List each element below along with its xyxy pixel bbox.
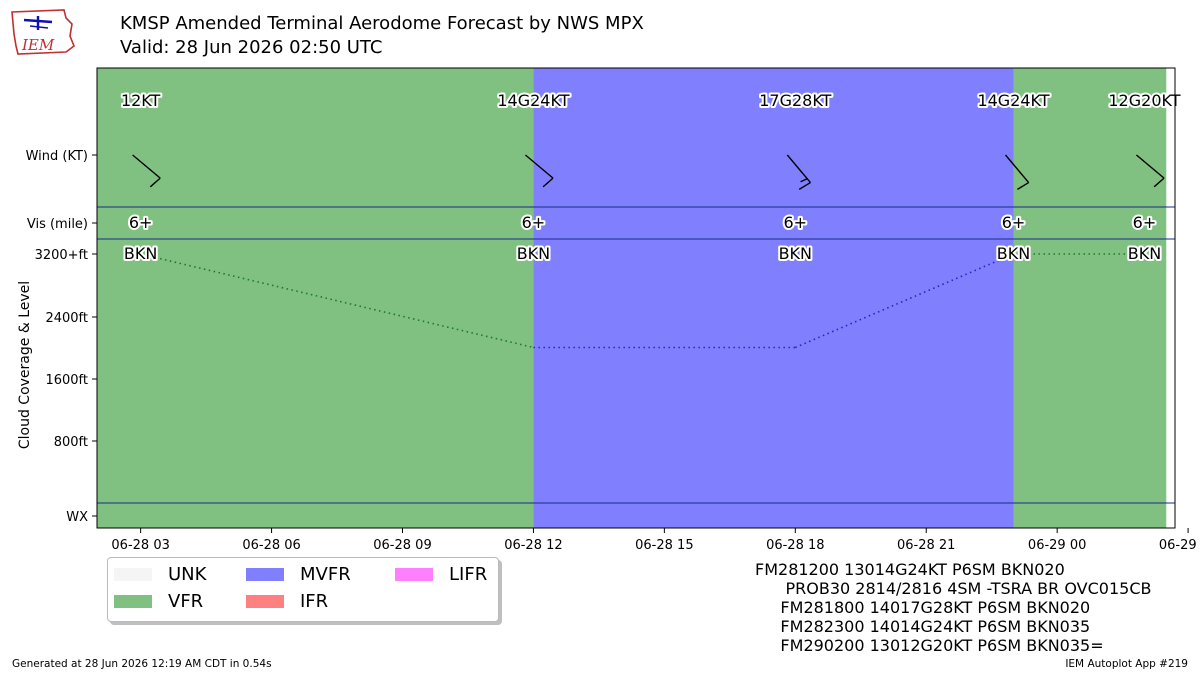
legend-label: IFR — [300, 591, 329, 612]
visibility-label: 6+ — [1002, 213, 1026, 232]
y-tick-label: 3200+ft — [35, 248, 88, 263]
wind-label: 17G28KT — [759, 91, 831, 110]
chart-title: KMSP Amended Terminal Aerodome Forecast … — [120, 13, 644, 34]
y-tick-label: WX — [66, 510, 88, 525]
legend-label: UNK — [168, 564, 207, 585]
chart-subtitle: Valid: 28 Jun 2026 02:50 UTC — [120, 37, 383, 58]
legend-swatch — [246, 568, 284, 581]
y-axis-label: Cloud Coverage & Level — [17, 281, 33, 449]
x-tick-label: 06-28 12 — [504, 538, 562, 553]
x-tick-label: 06-29 03 — [1159, 538, 1200, 553]
legend-label: LIFR — [449, 564, 488, 585]
wind-barb-flag — [1153, 177, 1165, 188]
wind-barb-flag — [798, 181, 811, 191]
cloud-level-connector — [140, 253, 534, 349]
x-tick-label: 06-28 15 — [635, 538, 693, 553]
app-footer: IEM Autoplot App #219 — [1065, 658, 1188, 670]
x-tick-label: 06-28 06 — [242, 538, 300, 553]
category-band-mvfr — [533, 68, 1014, 528]
y-tick-label: 800ft — [54, 435, 88, 450]
taf-line: PROB30 2814/2816 4SM -TSRA BR OVC015CB — [755, 579, 1152, 598]
x-tick-label: 06-28 21 — [897, 538, 955, 553]
cloud-cover-label: BKN — [517, 244, 550, 263]
generated-footer: Generated at 28 Jun 2026 12:19 AM CDT in… — [12, 658, 272, 670]
wind-barb-flag — [149, 177, 161, 188]
logo-text: IEM — [21, 36, 55, 54]
x-tick-label: 06-28 18 — [766, 538, 824, 553]
iem-logo: IEM — [11, 9, 75, 55]
legend-swatch — [246, 595, 284, 608]
wind-barb — [132, 154, 161, 179]
taf-line: FM281200 13014G24KT P6SM BKN020 — [755, 560, 1065, 579]
legend-item-lifr: LIFR — [395, 564, 487, 585]
wind-barb — [786, 154, 811, 184]
visibility-label: 6+ — [522, 213, 546, 232]
visibility-label: 6+ — [1133, 213, 1157, 232]
wind-label: 12G20KT — [1108, 91, 1180, 110]
taf-line: FM281800 14017G28KT P6SM BKN020 — [755, 598, 1091, 617]
cloud-cover-label: BKN — [1128, 244, 1161, 263]
wind-barb-flag — [800, 178, 808, 183]
legend-item-mvfr: MVFR — [246, 564, 351, 585]
visibility-label: 6+ — [784, 213, 808, 232]
taf-line: FM290200 13012G20KT P6SM BKN035= — [755, 636, 1104, 655]
x-tick-label: 06-28 03 — [111, 538, 169, 553]
legend-label: MVFR — [300, 564, 351, 585]
visibility-label: 6+ — [129, 213, 153, 232]
cloud-cover-label: BKN — [779, 244, 812, 263]
taf-line: FM282300 14014G24KT P6SM BKN035 — [755, 617, 1091, 636]
legend-item-vfr: VFR — [114, 591, 203, 612]
wind-barb — [1004, 154, 1030, 184]
y-tick-label: 1600ft — [45, 373, 88, 388]
plot-frame — [96, 67, 1176, 529]
category-band-vfr — [97, 68, 534, 528]
wind-label: 14G24KT — [977, 91, 1049, 110]
wind-label: 12KT — [121, 91, 161, 110]
x-tick-label: 06-28 09 — [373, 538, 431, 553]
y-tick-label: 2400ft — [45, 311, 88, 326]
cloud-cover-label: BKN — [997, 244, 1030, 263]
legend-swatch — [114, 568, 152, 581]
legend-swatch — [114, 595, 152, 608]
wind-barb — [524, 154, 554, 179]
category-legend: UNK VFR MVFR IFR LIFR — [107, 557, 499, 622]
y-tick-label: Vis (mile) — [27, 217, 88, 232]
wind-label: 14G24KT — [497, 91, 569, 110]
wind-barb-flag — [542, 177, 554, 188]
legend-item-ifr: IFR — [246, 591, 328, 612]
legend-item-unk: UNK — [114, 564, 206, 585]
wind-barb-flag — [1017, 181, 1030, 191]
wind-barb — [1135, 154, 1165, 179]
taf-text: FM281200 13014G24KT P6SM BKN020 PROB30 2… — [755, 560, 1151, 655]
x-tick-label: 06-29 00 — [1028, 538, 1086, 553]
category-band-vfr — [1013, 68, 1167, 528]
cloud-cover-label: BKN — [124, 244, 157, 263]
legend-label: VFR — [168, 591, 204, 612]
legend-swatch — [395, 568, 433, 581]
y-tick-label: Wind (KT) — [26, 149, 88, 164]
